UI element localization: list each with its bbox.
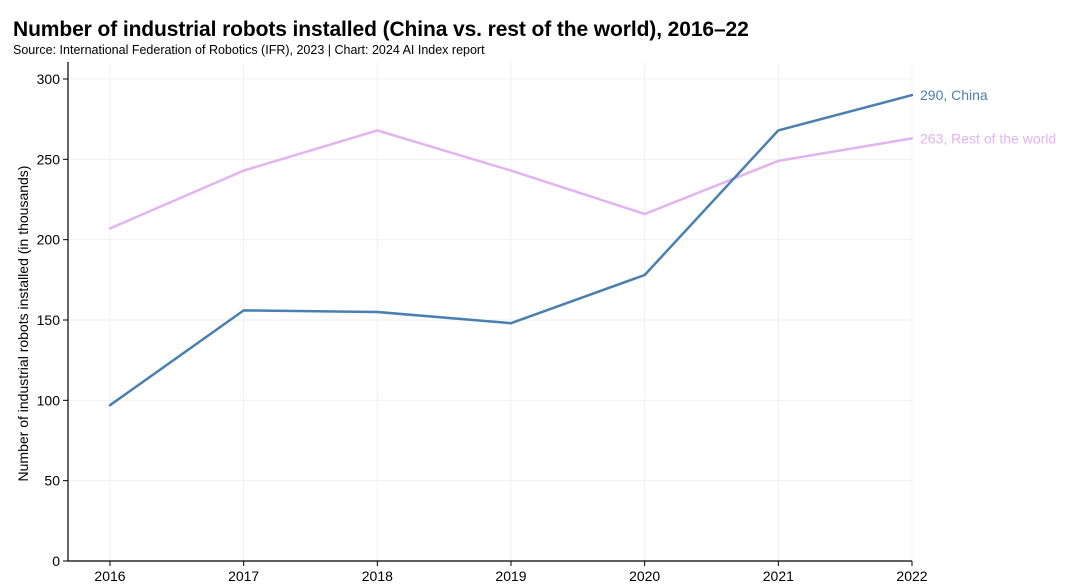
y-axis-title: Number of industrial robots installed (i… <box>15 166 31 482</box>
x-tick-label-2018: 2018 <box>362 568 393 584</box>
y-tick-label-300: 300 <box>37 71 61 87</box>
chart-subtitle: Source: International Federation of Robo… <box>13 43 485 57</box>
y-tick-label-50: 50 <box>44 473 60 489</box>
y-tick-label-200: 200 <box>37 232 61 248</box>
y-tick-label-250: 250 <box>37 151 61 167</box>
x-tick-label-2020: 2020 <box>629 568 660 584</box>
series-line-rest-of-the-world <box>108 129 914 230</box>
x-tick-label-2022: 2022 <box>896 568 927 584</box>
series-end-label-rest-of-the-world: 263, Rest of the world <box>920 130 1056 146</box>
x-tick-label-2019: 2019 <box>495 568 526 584</box>
x-tick-label-2021: 2021 <box>763 568 794 584</box>
series-end-label-china: 290, China <box>920 87 988 103</box>
y-tick-label-0: 0 <box>52 553 60 569</box>
y-tick-label-150: 150 <box>37 312 61 328</box>
x-tick-label-2016: 2016 <box>94 568 125 584</box>
y-tick-label-100: 100 <box>37 392 61 408</box>
series-line-china <box>108 93 914 407</box>
x-tick-label-2017: 2017 <box>228 568 259 584</box>
chart-title: Number of industrial robots installed (C… <box>13 18 749 41</box>
